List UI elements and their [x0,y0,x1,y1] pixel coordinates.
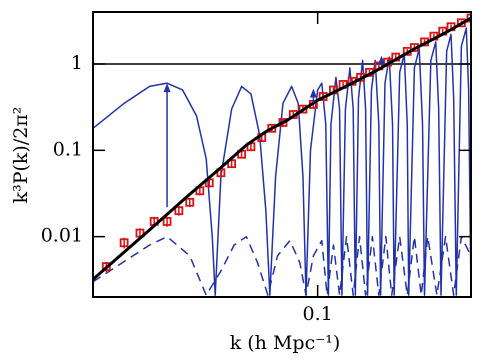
y-axis-label: k³P(k)/2π² [10,107,32,204]
data-point [162,217,172,226]
arrow-head [163,83,171,93]
curve [93,235,471,296]
x-tick-label: 0.1 [303,303,333,325]
data-point [227,159,237,169]
data-point [466,13,471,23]
plot-area [93,13,471,296]
curve [93,27,471,296]
data-point [278,118,288,127]
data-point [267,123,277,133]
plot-frame [92,11,472,298]
x-axis-label: k (h Mpc⁻¹) [230,332,341,354]
data-point [174,206,184,216]
y-tick-label: 0.01 [41,225,83,247]
y-tick-label: 1 [71,52,83,74]
arrow-head [309,88,317,98]
arrow-head [378,55,386,65]
y-tick-label: 0.1 [53,138,83,160]
curve [93,16,471,281]
data-point [119,238,129,248]
data-point [185,197,195,207]
